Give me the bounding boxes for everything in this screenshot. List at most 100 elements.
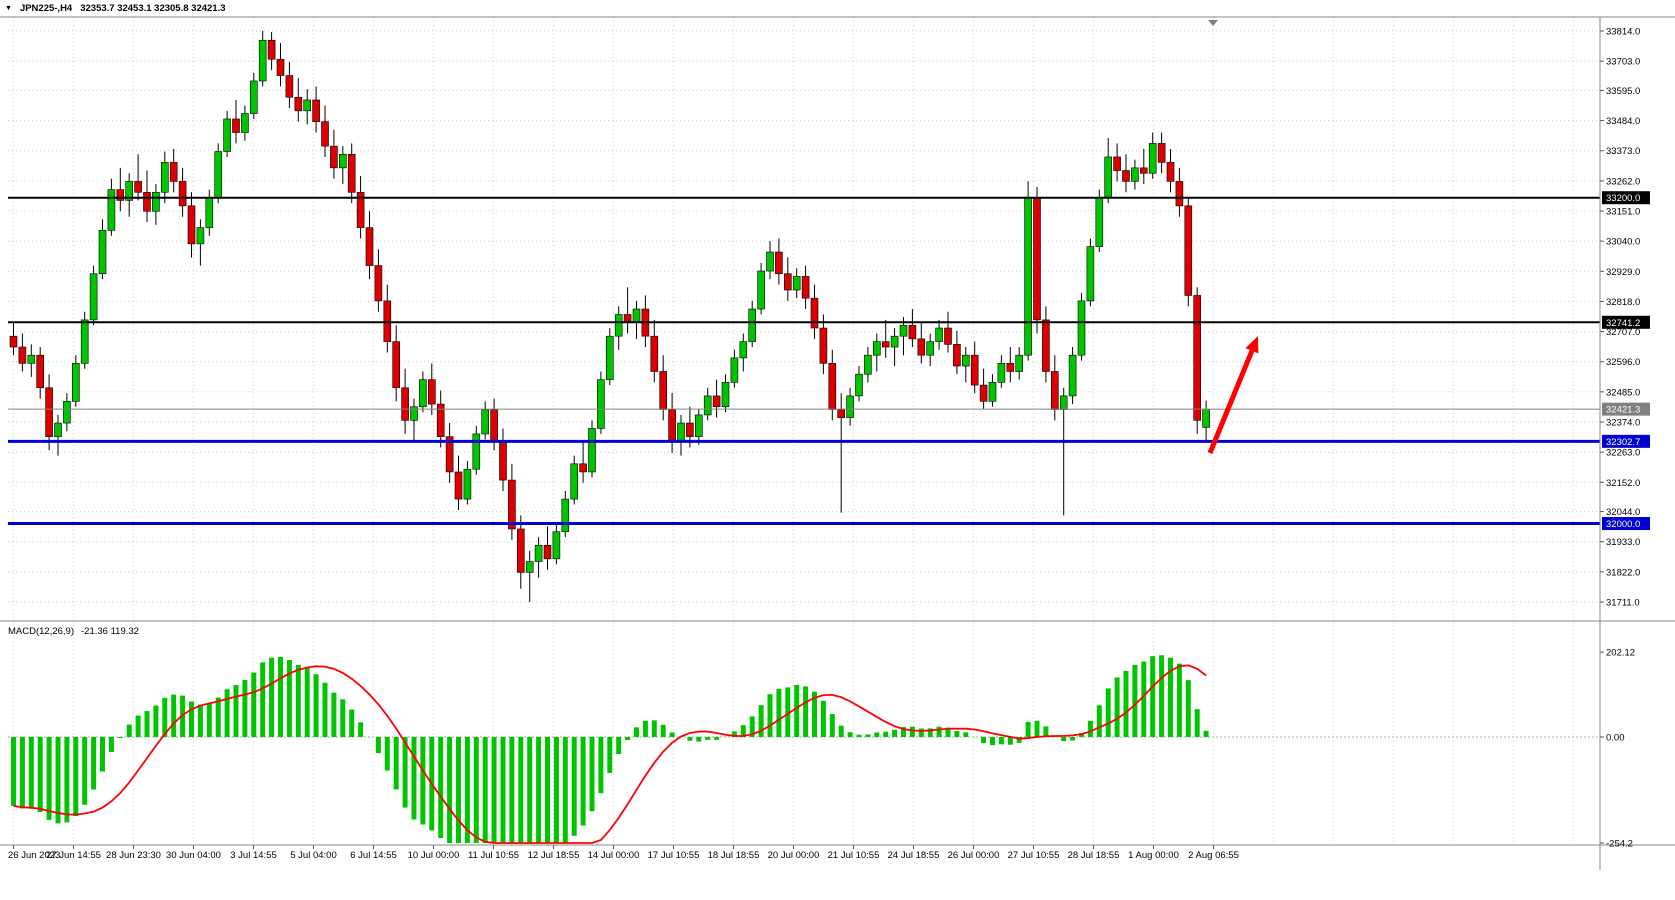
- chart-shift-marker[interactable]: [1208, 20, 1218, 26]
- price-tick-label: 32374.0: [1606, 417, 1640, 428]
- time-tick-label: 27 Jun 14:55: [46, 850, 101, 861]
- arrow-shaft[interactable]: [1207, 349, 1255, 454]
- price-label-text: 32302.7: [1606, 437, 1640, 448]
- candle-up: [241, 113, 249, 133]
- candle-up: [694, 414, 703, 437]
- candle-up: [338, 153, 347, 169]
- arrow-head[interactable]: [1245, 336, 1259, 354]
- candle-up: [250, 80, 258, 114]
- macd-values: -21.36 119.32: [81, 626, 139, 637]
- macd-indicator-label: MACD(12,26,9) -21.36 119.32: [8, 626, 139, 637]
- candle-down: [169, 162, 178, 182]
- price-scale[interactable]: 33814.0 33703.0 33595.0 33484.0 33373.0 33262…: [1600, 27, 1650, 850]
- price-label-text: 32421.3: [1606, 405, 1640, 416]
- price-label-box: [1602, 434, 1650, 448]
- candle-down: [828, 363, 837, 410]
- candle-up: [410, 406, 418, 421]
- candle-up: [152, 191, 160, 212]
- candle-down: [686, 422, 694, 437]
- candle-down: [953, 344, 961, 367]
- candle-up: [703, 395, 712, 416]
- candle-up: [196, 227, 205, 245]
- candle-up: [614, 314, 623, 337]
- candle-up: [864, 354, 872, 375]
- candle-up: [1059, 395, 1068, 410]
- candle-down: [508, 479, 516, 530]
- candle-down: [9, 335, 18, 348]
- candle-up: [1086, 246, 1095, 302]
- candle-up: [766, 251, 774, 272]
- candle-up: [98, 229, 107, 275]
- candle-down: [383, 300, 392, 342]
- candle-down: [499, 441, 507, 481]
- candle-down: [178, 181, 187, 207]
- candle-up: [63, 401, 71, 424]
- horizontal-line-objects[interactable]: [8, 196, 1600, 526]
- candle-up: [757, 270, 765, 310]
- candle-up: [721, 382, 730, 408]
- candle-up: [1024, 197, 1032, 356]
- candle-up: [1015, 354, 1024, 372]
- price-tick-label: 33484.0: [1606, 116, 1640, 127]
- candle-down: [143, 191, 151, 212]
- price-tick-label: 32596.0: [1606, 357, 1640, 368]
- price-tick-label: 33373.0: [1606, 146, 1640, 157]
- candle-down: [810, 297, 819, 329]
- candle-down: [650, 335, 659, 372]
- candle-up: [1148, 143, 1157, 174]
- candle-down: [917, 338, 926, 356]
- candle-up: [1131, 167, 1139, 182]
- candle-down: [267, 39, 276, 60]
- candle-up: [1104, 156, 1112, 199]
- candle-down: [365, 227, 374, 266]
- candle-up: [27, 354, 36, 364]
- candle-down: [330, 145, 338, 169]
- candle-down: [392, 341, 401, 389]
- time-tick-label: 1 Aug 00:00: [1128, 850, 1179, 861]
- candle-up: [80, 319, 89, 364]
- candle-down: [1184, 205, 1193, 296]
- candle-up: [739, 341, 748, 359]
- candle-up: [205, 197, 214, 228]
- candle-up: [107, 189, 116, 231]
- candle-up: [534, 544, 543, 562]
- time-tick-label: 21 Jul 10:55: [828, 850, 880, 861]
- time-tick-label: 10 Jul 00:00: [408, 850, 460, 861]
- candle-down: [1140, 167, 1148, 174]
- time-tick-label: 20 Jul 00:00: [768, 850, 820, 861]
- symbol-timeframe-label: JPN225-,H4: [19, 3, 73, 14]
- candle-up: [214, 151, 222, 199]
- candle-down: [490, 409, 498, 443]
- candle-down: [1166, 162, 1175, 182]
- candle-down: [944, 327, 952, 345]
- time-tick-label: 14 Jul 00:00: [588, 850, 640, 861]
- time-tick-label: 26 Jul 00:00: [948, 850, 1000, 861]
- trend-arrow-annotation[interactable]: [1207, 336, 1259, 454]
- candle-down: [1193, 295, 1201, 421]
- symbol-dropdown-icon[interactable]: ▼: [5, 5, 12, 12]
- candle-up: [561, 498, 570, 532]
- time-tick-label: 5 Jul 04:00: [290, 850, 336, 861]
- candle-up: [588, 428, 596, 473]
- candle-up: [1077, 300, 1086, 356]
- time-tick-label: 17 Jul 10:55: [648, 850, 700, 861]
- price-label-text: 32000.0: [1606, 519, 1640, 530]
- candle-down: [45, 387, 53, 437]
- time-tick-label: 27 Jul 10:55: [1008, 850, 1060, 861]
- time-tick-label: 6 Jul 14:55: [350, 850, 396, 861]
- candle-down: [516, 528, 525, 573]
- macd-name: MACD(12,26,9): [8, 626, 74, 637]
- time-tick-label: 2 Aug 06:55: [1188, 850, 1239, 861]
- price-tick-label: 32152.0: [1606, 478, 1640, 489]
- candle-down: [1006, 363, 1015, 372]
- candle-down: [712, 395, 721, 408]
- candle-down: [1157, 143, 1166, 163]
- price-label-text: 32741.2: [1606, 318, 1640, 329]
- candle-up: [605, 335, 614, 380]
- price-label-box: [1602, 517, 1650, 531]
- candle-down: [321, 121, 329, 147]
- candle-down: [837, 409, 846, 418]
- candle-down: [543, 544, 552, 560]
